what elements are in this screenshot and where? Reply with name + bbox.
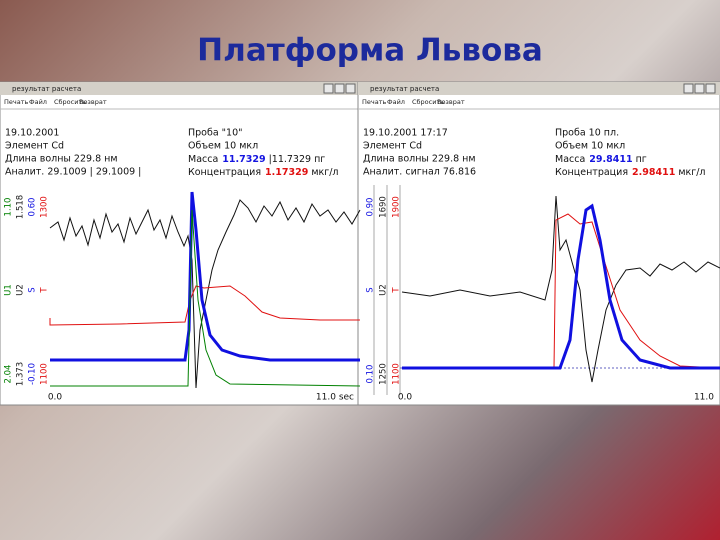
- info-line: Длина волны 229.8 нм: [363, 154, 476, 165]
- mass-unit: пг: [636, 154, 647, 165]
- u2-curve: [401, 195, 720, 383]
- u1-curve: [50, 209, 361, 387]
- conc-line: Концентрация 1.17329 мкг/л: [188, 167, 338, 178]
- axis-label: 1.518: [16, 195, 26, 219]
- conc-label: Концентрация: [188, 167, 261, 178]
- conc-value: 1.17329: [265, 167, 308, 178]
- menu-item: Печать: [362, 98, 386, 106]
- window-caption: результат расчета: [370, 85, 439, 93]
- axis-label: 1100: [392, 363, 402, 385]
- info-line: Элемент Cd: [5, 141, 64, 152]
- s-curve: [50, 191, 360, 362]
- axis-label: 1900: [392, 196, 402, 218]
- conc-line: Концентрация 2.98411 мкг/л: [555, 167, 705, 178]
- axis-label: -0.10: [28, 363, 38, 385]
- window-button: [705, 83, 716, 94]
- mass-value: 29.8411: [589, 154, 632, 165]
- axis-label: 2.04: [4, 365, 14, 384]
- axis-label: 1.10: [4, 198, 14, 217]
- axis-label: 1300: [40, 196, 50, 218]
- volume: Объем 10 мкл: [555, 141, 625, 152]
- window-button: [345, 83, 356, 94]
- info-line: 19.10.2001 17:17: [363, 128, 448, 139]
- mass-line: Масса 11.7329 |11.7329 пг: [188, 154, 325, 165]
- s-curve: [402, 203, 720, 370]
- conc-value: 2.98411: [632, 167, 675, 178]
- window-button: [683, 83, 694, 94]
- axis-label: T: [392, 287, 402, 294]
- menu-item: Файл: [29, 98, 47, 106]
- axis-label: 0.90: [366, 198, 376, 217]
- menu-item: Сбросить: [54, 98, 86, 106]
- sample: Проба "10": [188, 128, 243, 139]
- info-line: Аналит. 29.1009 | 29.1009 |: [5, 167, 141, 178]
- menu-item: Файл: [387, 98, 405, 106]
- t-curve: [49, 285, 360, 326]
- window-frame: [0, 81, 361, 406]
- sample: Проба 10 пл.: [555, 128, 619, 139]
- mass-label: Масса: [555, 154, 585, 165]
- conc-label: Концентрация: [555, 167, 628, 178]
- axis-label: S: [28, 287, 38, 292]
- x-start: 0.0: [398, 393, 413, 403]
- axis-label: 0.60: [28, 198, 38, 217]
- x-end: 11.0 sec: [316, 393, 354, 403]
- window-button: [323, 83, 334, 94]
- menu-item: Возврат: [437, 98, 465, 106]
- menu-item: Печать: [4, 98, 28, 106]
- menu-item: Сбросить: [412, 98, 444, 106]
- t-curve: [402, 213, 720, 369]
- conc-unit: мкг/л: [678, 167, 705, 178]
- signal-curves: [49, 191, 720, 389]
- axis-label: 1690: [379, 196, 389, 218]
- mass-value: 11.7329: [222, 154, 265, 165]
- mass-line: Масса 29.8411 пг: [555, 154, 647, 165]
- axis-label: 1.373: [16, 362, 26, 386]
- window-button: [334, 83, 345, 94]
- window-button: [694, 83, 705, 94]
- x-end: 11.0: [694, 393, 714, 403]
- axis-label: U2: [16, 284, 26, 296]
- title-bar: [358, 82, 720, 95]
- conc-unit: мкг/л: [311, 167, 338, 178]
- info-line: Элемент Cd: [363, 141, 422, 152]
- info-line: Длина волны 229.8 нм: [5, 154, 118, 165]
- axis-label: U1: [4, 284, 14, 296]
- axis-label: S: [366, 287, 376, 292]
- axis-label: 1250: [379, 363, 389, 385]
- axis-label: U2: [379, 284, 389, 296]
- x-start: 0.0: [48, 393, 63, 403]
- axis-label: 1100: [40, 363, 50, 385]
- app-window: результат расчета Печать Файл СброситьВозвр…: [357, 81, 720, 406]
- info-line: 19.10.2001: [5, 128, 59, 139]
- mass-unit: |11.7329 пг: [269, 154, 326, 165]
- mass-label: Масса: [188, 154, 218, 165]
- window-caption: результат расчета: [12, 85, 81, 93]
- axis-label: T: [40, 287, 50, 294]
- window-frame: [357, 81, 720, 406]
- volume: Объем 10 мкл: [188, 141, 258, 152]
- slide-title: Платформа Львова: [197, 33, 543, 69]
- info-line: Аналит. сигнал 76.816: [363, 167, 476, 178]
- title-bar: [0, 82, 360, 95]
- axis-label: 0.10: [366, 365, 376, 384]
- app-window: результат расчета Печать Файл СброситьВозвр…: [0, 81, 361, 406]
- menu-item: Возврат: [79, 98, 107, 106]
